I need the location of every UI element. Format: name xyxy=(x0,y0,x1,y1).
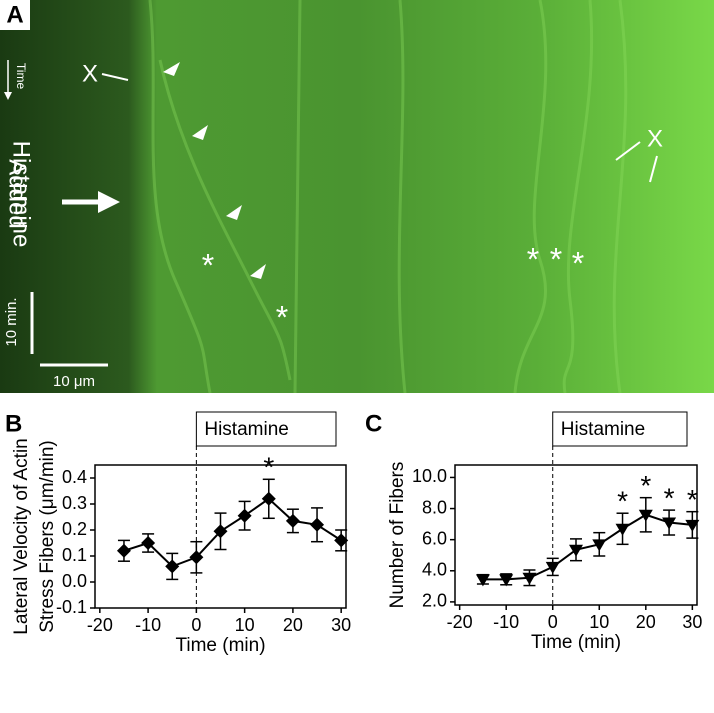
y-tick-label: 2.0 xyxy=(422,591,447,611)
y-tick-label: 0.0 xyxy=(62,571,87,591)
plot-frame xyxy=(454,464,698,606)
pointer-arrow xyxy=(615,141,641,161)
series-line xyxy=(482,513,693,581)
y-tick-label: 4.0 xyxy=(422,560,447,580)
plot-frame xyxy=(94,464,347,609)
marker xyxy=(499,574,514,587)
marker xyxy=(545,561,560,574)
marker xyxy=(592,539,607,552)
event-label: Histamine xyxy=(561,419,645,440)
kymograph-panel: A Time X X Histamine Added 10 min. 10 μm xyxy=(0,0,714,394)
marker xyxy=(261,491,276,506)
panel-label: A xyxy=(6,1,23,28)
y-tick-label: 6.0 xyxy=(422,528,447,548)
x-tick-label: 0 xyxy=(548,612,558,632)
pointer-arrow xyxy=(649,155,658,183)
x-axis-label: Time (min) xyxy=(175,635,265,656)
treatment-arrowhead xyxy=(98,191,120,213)
significance-mark: * xyxy=(617,486,628,517)
y-tick-label: 0.4 xyxy=(62,467,87,487)
asterisk: * xyxy=(276,299,288,335)
time-label: Time xyxy=(14,63,28,90)
marker xyxy=(189,550,204,565)
marker xyxy=(310,517,325,532)
marker xyxy=(116,543,131,558)
series-line xyxy=(123,497,342,568)
treatment-label: Added xyxy=(4,159,31,228)
x-label: X xyxy=(82,60,98,87)
significance-mark: * xyxy=(664,483,675,514)
kymograph xyxy=(0,0,714,393)
marker xyxy=(685,519,700,532)
time-arrowhead xyxy=(4,92,12,100)
x-tick-label: 10 xyxy=(589,612,609,632)
y-tick-label: 0.1 xyxy=(62,545,87,565)
significance-mark: * xyxy=(640,470,651,501)
y-axis-label: Lateral Velocity of Actin xyxy=(11,438,32,634)
event-box xyxy=(195,411,337,447)
x-tick-label: -20 xyxy=(87,615,113,635)
marker xyxy=(569,544,583,557)
x-tick-label: 20 xyxy=(283,615,303,635)
x-label: X xyxy=(647,125,663,152)
marker xyxy=(638,509,653,522)
y-axis-label: Number of Fibers xyxy=(387,462,408,609)
event-label: Histamine xyxy=(204,419,288,440)
x-tick-label: 30 xyxy=(682,612,702,632)
x-tick-label: 20 xyxy=(636,612,656,632)
pointer-arrow xyxy=(101,73,129,81)
y-tick-label: 0.3 xyxy=(62,493,87,513)
marker xyxy=(522,572,537,585)
marker xyxy=(165,559,180,574)
asterisk: * xyxy=(572,245,584,281)
x-axis-label: Time (min) xyxy=(531,632,621,653)
marker xyxy=(475,574,490,587)
x-tick-label: 10 xyxy=(235,615,255,635)
y-axis-label: Stress Fibers (μm/min) xyxy=(37,440,58,633)
y-tick-label: 8.0 xyxy=(422,497,447,517)
panel-label-box xyxy=(0,0,30,30)
marker xyxy=(615,523,630,536)
arrowheads xyxy=(163,62,266,279)
significance-mark: * xyxy=(687,484,698,515)
x-tick-label: 0 xyxy=(191,615,201,635)
marker xyxy=(334,533,349,548)
x-tick-label: -10 xyxy=(135,615,161,635)
marker xyxy=(285,513,300,528)
marker xyxy=(662,517,677,530)
fiber-traces xyxy=(148,0,628,394)
panel-label: B xyxy=(5,410,22,437)
y-tick-label: 0.2 xyxy=(62,519,87,539)
marker xyxy=(237,508,252,523)
event-box xyxy=(552,411,688,447)
time-scale-label: 10 min. xyxy=(3,297,20,346)
asterisk: * xyxy=(550,241,562,277)
asterisk: * xyxy=(202,247,214,283)
y-tick-label: 10.0 xyxy=(412,466,447,486)
marker xyxy=(213,524,228,539)
significance-mark: * xyxy=(263,452,274,483)
panel-label: C xyxy=(365,410,382,437)
y-tick-label: -0.1 xyxy=(56,597,87,617)
asterisk: * xyxy=(527,241,539,277)
treatment-label: Histamine xyxy=(8,141,35,248)
x-tick-label: 30 xyxy=(331,615,351,635)
x-tick-label: -10 xyxy=(493,612,519,632)
length-scale-label: 10 μm xyxy=(53,373,95,390)
x-tick-label: -20 xyxy=(447,612,473,632)
marker xyxy=(141,536,156,550)
